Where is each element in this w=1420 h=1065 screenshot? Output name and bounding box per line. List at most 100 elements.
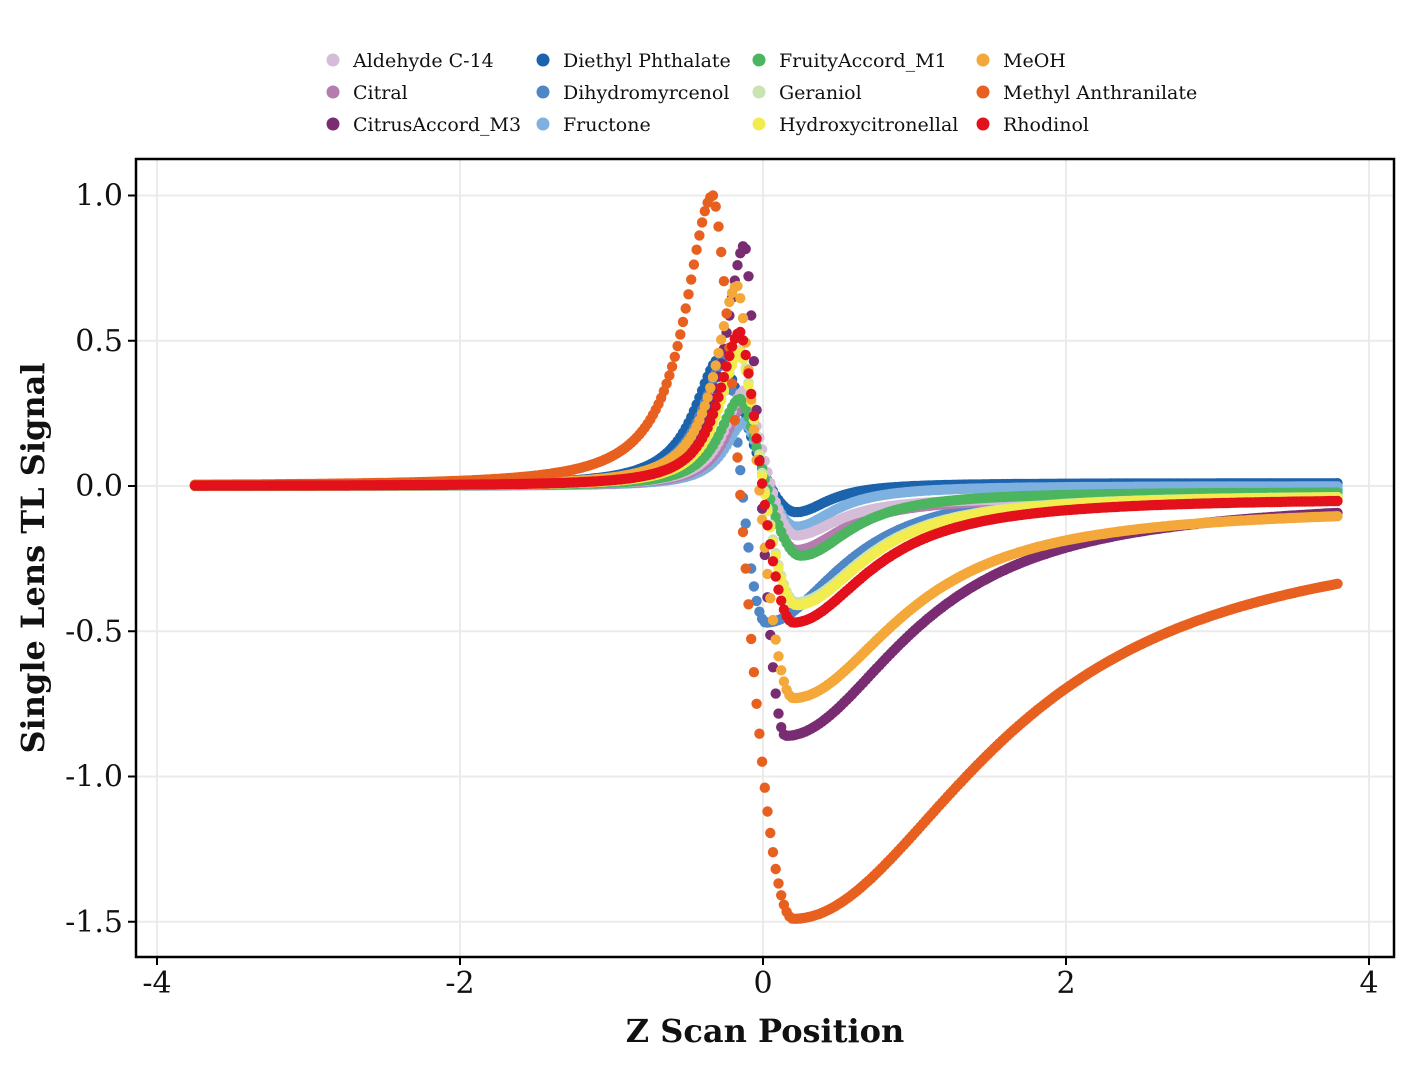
data-point [677,316,689,328]
data-point [710,360,721,371]
data-point [743,542,754,553]
data-point [759,499,770,511]
legend-marker [752,85,766,99]
data-point [721,361,732,372]
data-point [751,433,762,444]
data-point [746,388,757,400]
data-point [743,380,754,391]
data-points [189,190,1343,924]
data-point [743,368,754,379]
data-point [767,847,779,858]
data-point [737,313,749,324]
data-point [675,329,686,340]
data-point [718,371,730,383]
data-point [740,518,751,529]
data-point [1332,578,1343,589]
data-point [751,595,762,607]
legend: Aldehyde C-14 Citral CitrusAccord_M3 Diethy… [326,50,1197,136]
legend-marker [536,85,550,99]
data-point [705,382,716,393]
data-point [713,392,724,403]
data-point [724,296,735,308]
data-point [759,549,770,561]
data-point [740,563,751,574]
data-point [773,878,784,889]
legend-item: Citral [326,82,408,104]
data-point [696,217,708,228]
legend-label: Citral [353,82,408,104]
legend-label: Diethyl Phthalate [563,50,731,72]
data-point [710,201,721,212]
legend-label: Aldehyde C-14 [352,50,494,72]
data-point [707,409,719,420]
data-point [661,378,672,389]
legend-item: Diethyl Phthalate [536,50,731,72]
legend-marker [752,53,766,67]
data-point [666,361,678,372]
data-point [732,280,743,292]
legend-marker [976,117,990,131]
data-point [724,350,735,362]
data-point [735,293,746,304]
legend-item: Methyl Anthranilate [976,82,1197,104]
data-point [729,415,740,426]
legend-item: Rhodinol [976,114,1089,136]
data-point [707,372,719,383]
data-point [710,401,721,412]
legend-marker [326,53,340,67]
legend-item: Dihydromyrcenol [536,82,729,104]
data-point [746,310,757,321]
data-point [699,206,710,217]
data-point [767,556,779,567]
data-point [767,614,779,626]
legend-label: FruityAccord_M1 [779,50,947,72]
legend-label: Geraniol [779,82,862,104]
legend-item: MeOH [976,50,1066,72]
data-point [713,221,724,232]
data-point [770,863,781,875]
data-point [773,708,784,719]
data-point [770,571,781,582]
data-point [716,246,727,258]
data-point [707,190,719,201]
data-point [743,599,754,610]
data-point [748,581,760,592]
data-point [770,511,781,523]
data-point [751,698,762,709]
legend-item: Aldehyde C-14 [326,50,494,72]
data-point [762,806,773,817]
legend-label: Methyl Anthranilate [1003,82,1197,104]
legend-marker [536,53,550,67]
data-point [672,340,683,352]
legend-item: FruityAccord_M1 [752,50,947,72]
legend-item: Fructone [536,114,651,136]
data-point [716,334,727,345]
data-point [748,424,760,435]
data-point [776,890,787,901]
data-point [721,308,732,319]
data-point [773,584,784,595]
legend-label: Rhodinol [1003,114,1089,136]
data-point [767,662,779,673]
data-point [713,347,724,359]
data-point [770,688,781,699]
series-rhodinol [189,326,1343,628]
data-point [699,400,710,412]
data-point [743,271,754,282]
data-point [748,356,760,367]
data-point [776,595,787,606]
data-point [669,351,680,362]
data-point [726,378,738,389]
data-point [762,520,773,531]
data-point [740,243,751,255]
data-point [688,259,700,270]
data-point [740,349,751,361]
data-point [754,456,765,467]
legend-item: CitrusAccord_M3 [326,114,521,136]
data-point [737,335,749,346]
data-point [756,470,768,482]
legend-marker [326,117,340,131]
data-point [762,568,773,580]
data-point [691,244,702,255]
